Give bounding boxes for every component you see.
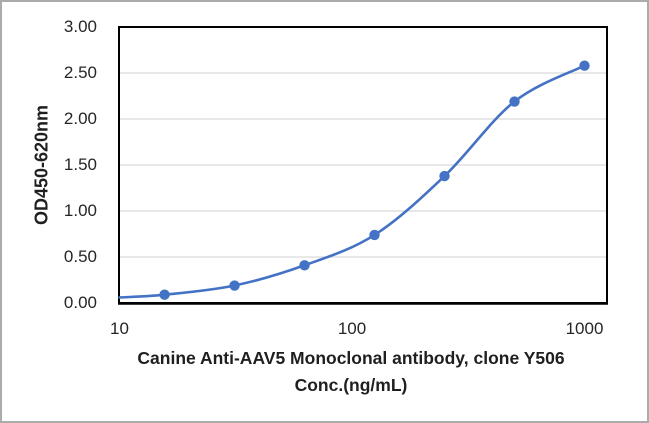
y-tick-label: 2.00 bbox=[63, 109, 97, 128]
trend-line bbox=[118, 64, 586, 299]
y-tick-label: 1.50 bbox=[63, 155, 97, 174]
x-tick-label: 10 bbox=[110, 319, 129, 338]
data-point-marker bbox=[229, 280, 240, 291]
data-point-marker bbox=[579, 60, 590, 71]
x-axis-title-line2: Conc.(ng/mL) bbox=[294, 375, 408, 395]
y-tick-label: 3.00 bbox=[63, 17, 97, 36]
y-tick-label: 0.00 bbox=[63, 293, 97, 312]
data-point-marker bbox=[369, 229, 380, 241]
x-tick-label: 100 bbox=[337, 319, 367, 338]
data-point-marker bbox=[299, 260, 310, 271]
x-tick-label: 1000 bbox=[565, 319, 604, 338]
data-point-marker bbox=[159, 289, 170, 300]
x-axis-title: Canine Anti-AAV5 Monoclonal antibody, cl… bbox=[101, 345, 601, 399]
data-point-marker bbox=[439, 170, 450, 182]
y-tick-label: 2.50 bbox=[63, 63, 97, 82]
y-tick-label: 1.00 bbox=[63, 201, 97, 220]
data-point-marker bbox=[509, 96, 520, 107]
y-tick-label: 0.50 bbox=[63, 247, 97, 266]
x-axis-title-line1: Canine Anti-AAV5 Monoclonal antibody, cl… bbox=[137, 348, 565, 368]
